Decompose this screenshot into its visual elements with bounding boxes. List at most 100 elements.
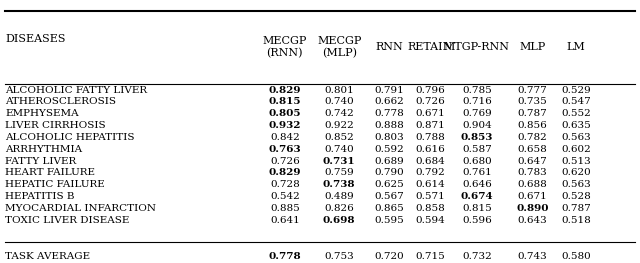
Text: LM: LM [566, 42, 586, 52]
Text: MECGP
(MLP): MECGP (MLP) [317, 36, 362, 58]
Text: 0.815: 0.815 [269, 97, 301, 107]
Text: MLP: MLP [519, 42, 546, 52]
Text: 0.890: 0.890 [516, 204, 548, 213]
Text: 0.743: 0.743 [518, 252, 547, 261]
Text: 0.662: 0.662 [374, 97, 404, 107]
Text: ARRHYTHMIA: ARRHYTHMIA [5, 145, 83, 154]
Text: 0.815: 0.815 [462, 204, 492, 213]
Text: 0.792: 0.792 [415, 168, 445, 178]
Text: ATHEROSCLEROSIS: ATHEROSCLEROSIS [5, 97, 116, 107]
Text: 0.647: 0.647 [518, 156, 547, 166]
Text: 0.858: 0.858 [415, 204, 445, 213]
Text: 0.732: 0.732 [462, 252, 492, 261]
Text: HEPATITIS B: HEPATITIS B [5, 192, 75, 201]
Text: 0.529: 0.529 [561, 85, 591, 95]
Text: FATTY LIVER: FATTY LIVER [5, 156, 76, 166]
Text: 0.740: 0.740 [324, 145, 354, 154]
Text: 0.698: 0.698 [323, 216, 355, 225]
Text: 0.671: 0.671 [518, 192, 547, 201]
Text: ALCOHOLIC HEPATITIS: ALCOHOLIC HEPATITIS [5, 133, 134, 142]
Text: 0.680: 0.680 [462, 156, 492, 166]
Text: 0.635: 0.635 [561, 121, 591, 130]
Text: MTGP-RNN: MTGP-RNN [444, 42, 510, 52]
Text: 0.871: 0.871 [415, 121, 445, 130]
Text: MECGP
(RNN): MECGP (RNN) [262, 36, 307, 58]
Text: 0.753: 0.753 [324, 252, 354, 261]
Text: 0.720: 0.720 [374, 252, 404, 261]
Text: 0.932: 0.932 [269, 121, 301, 130]
Text: 0.782: 0.782 [518, 133, 547, 142]
Text: 0.731: 0.731 [323, 156, 355, 166]
Text: 0.787: 0.787 [518, 109, 547, 118]
Text: RNN: RNN [375, 42, 403, 52]
Text: 0.856: 0.856 [518, 121, 547, 130]
Text: 0.740: 0.740 [324, 97, 354, 107]
Text: 0.614: 0.614 [415, 180, 445, 189]
Text: 0.778: 0.778 [269, 252, 301, 261]
Text: 0.769: 0.769 [462, 109, 492, 118]
Text: 0.829: 0.829 [269, 168, 301, 178]
Text: 0.783: 0.783 [518, 168, 547, 178]
Text: 0.785: 0.785 [462, 85, 492, 95]
Text: 0.595: 0.595 [374, 216, 404, 225]
Text: ALCOHOLIC FATTY LIVER: ALCOHOLIC FATTY LIVER [5, 85, 147, 95]
Text: 0.853: 0.853 [461, 133, 493, 142]
Text: 0.616: 0.616 [415, 145, 445, 154]
Text: 0.761: 0.761 [462, 168, 492, 178]
Text: 0.726: 0.726 [270, 156, 300, 166]
Text: 0.580: 0.580 [561, 252, 591, 261]
Text: 0.528: 0.528 [561, 192, 591, 201]
Text: 0.688: 0.688 [518, 180, 547, 189]
Text: 0.738: 0.738 [323, 180, 355, 189]
Text: 0.728: 0.728 [270, 180, 300, 189]
Text: 0.904: 0.904 [462, 121, 492, 130]
Text: 0.587: 0.587 [462, 145, 492, 154]
Text: 0.791: 0.791 [374, 85, 404, 95]
Text: TOXIC LIVER DISEASE: TOXIC LIVER DISEASE [5, 216, 129, 225]
Text: HEPATIC FAILURE: HEPATIC FAILURE [5, 180, 105, 189]
Text: 0.489: 0.489 [324, 192, 354, 201]
Text: 0.658: 0.658 [518, 145, 547, 154]
Text: 0.674: 0.674 [461, 192, 493, 201]
Text: 0.801: 0.801 [324, 85, 354, 95]
Text: 0.563: 0.563 [561, 133, 591, 142]
Text: TASK AVERAGE: TASK AVERAGE [5, 252, 90, 261]
Text: DISEASES: DISEASES [5, 34, 66, 44]
Text: 0.922: 0.922 [324, 121, 354, 130]
Text: 0.885: 0.885 [270, 204, 300, 213]
Text: 0.788: 0.788 [415, 133, 445, 142]
Text: 0.778: 0.778 [374, 109, 404, 118]
Text: 0.567: 0.567 [374, 192, 404, 201]
Text: 0.646: 0.646 [462, 180, 492, 189]
Text: 0.641: 0.641 [270, 216, 300, 225]
Text: 0.842: 0.842 [270, 133, 300, 142]
Text: 0.513: 0.513 [561, 156, 591, 166]
Text: RETAIN: RETAIN [408, 42, 452, 52]
Text: 0.594: 0.594 [415, 216, 445, 225]
Text: 0.571: 0.571 [415, 192, 445, 201]
Text: 0.803: 0.803 [374, 133, 404, 142]
Text: 0.625: 0.625 [374, 180, 404, 189]
Text: 0.518: 0.518 [561, 216, 591, 225]
Text: 0.865: 0.865 [374, 204, 404, 213]
Text: 0.888: 0.888 [374, 121, 404, 130]
Text: 0.852: 0.852 [324, 133, 354, 142]
Text: 0.735: 0.735 [518, 97, 547, 107]
Text: 0.689: 0.689 [374, 156, 404, 166]
Text: LIVER CIRRHOSIS: LIVER CIRRHOSIS [5, 121, 106, 130]
Text: MYOCARDIAL INFARCTION: MYOCARDIAL INFARCTION [5, 204, 156, 213]
Text: 0.552: 0.552 [561, 109, 591, 118]
Text: 0.716: 0.716 [462, 97, 492, 107]
Text: 0.805: 0.805 [269, 109, 301, 118]
Text: 0.671: 0.671 [415, 109, 445, 118]
Text: 0.790: 0.790 [374, 168, 404, 178]
Text: 0.759: 0.759 [324, 168, 354, 178]
Text: EMPHYSEMA: EMPHYSEMA [5, 109, 79, 118]
Text: 0.796: 0.796 [415, 85, 445, 95]
Text: 0.563: 0.563 [561, 180, 591, 189]
Text: 0.684: 0.684 [415, 156, 445, 166]
Text: 0.643: 0.643 [518, 216, 547, 225]
Text: 0.596: 0.596 [462, 216, 492, 225]
Text: 0.763: 0.763 [269, 145, 301, 154]
Text: 0.829: 0.829 [269, 85, 301, 95]
